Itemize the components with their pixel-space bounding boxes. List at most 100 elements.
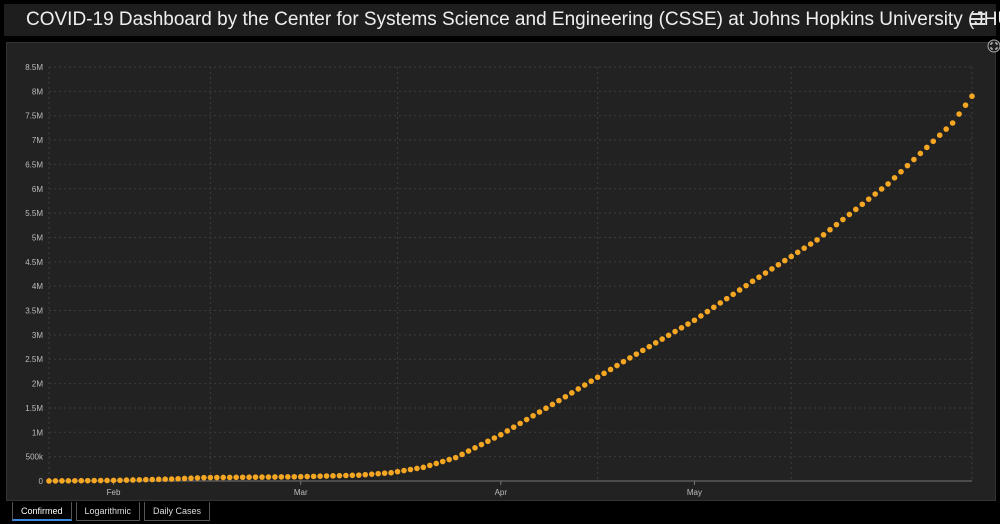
data-point[interactable]	[575, 386, 582, 392]
data-point[interactable]	[627, 355, 633, 361]
data-point[interactable]	[543, 405, 549, 412]
data-point[interactable]	[130, 477, 136, 483]
data-point[interactable]	[285, 474, 291, 480]
data-point[interactable]	[323, 473, 330, 479]
data-point[interactable]	[607, 366, 614, 373]
data-point[interactable]	[78, 477, 85, 484]
data-point[interactable]	[620, 358, 627, 365]
data-point[interactable]	[949, 120, 956, 126]
data-point[interactable]	[691, 317, 698, 324]
data-point[interactable]	[581, 382, 588, 388]
data-point[interactable]	[911, 156, 917, 163]
data-point[interactable]	[588, 378, 594, 384]
data-point[interactable]	[420, 464, 427, 471]
data-point[interactable]	[336, 472, 343, 479]
data-point[interactable]	[885, 181, 891, 187]
data-point[interactable]	[59, 478, 65, 484]
data-point[interactable]	[394, 468, 401, 475]
data-point[interactable]	[110, 477, 117, 484]
data-point[interactable]	[930, 138, 937, 145]
data-point[interactable]	[201, 474, 207, 481]
data-point[interactable]	[349, 472, 356, 479]
data-point[interactable]	[136, 477, 143, 483]
data-point[interactable]	[375, 470, 381, 477]
data-point[interactable]	[207, 474, 214, 481]
data-point[interactable]	[452, 454, 459, 461]
data-point[interactable]	[310, 473, 317, 480]
data-point[interactable]	[368, 471, 375, 477]
data-point[interactable]	[72, 477, 78, 484]
tab-confirmed[interactable]: Confirmed	[12, 502, 72, 521]
data-point[interactable]	[569, 390, 575, 396]
data-point[interactable]	[614, 362, 620, 369]
data-point[interactable]	[762, 270, 769, 276]
data-point[interactable]	[865, 196, 872, 202]
data-point[interactable]	[891, 175, 898, 181]
data-point[interactable]	[782, 257, 788, 264]
data-point[interactable]	[562, 393, 569, 400]
data-point[interactable]	[833, 221, 840, 228]
hamburger-menu-icon[interactable]	[970, 11, 986, 27]
data-point[interactable]	[123, 477, 130, 483]
data-point[interactable]	[730, 291, 736, 298]
data-point[interactable]	[936, 132, 943, 138]
data-point[interactable]	[317, 473, 323, 479]
data-point[interactable]	[149, 476, 156, 483]
data-point[interactable]	[943, 126, 949, 132]
data-point[interactable]	[446, 456, 452, 463]
data-point[interactable]	[226, 474, 233, 481]
data-point[interactable]	[168, 476, 175, 482]
data-point[interactable]	[52, 478, 59, 484]
data-point[interactable]	[556, 397, 562, 404]
data-point[interactable]	[504, 428, 511, 434]
data-point[interactable]	[633, 351, 640, 357]
data-point[interactable]	[246, 474, 252, 481]
data-point[interactable]	[433, 460, 440, 467]
data-point[interactable]	[427, 462, 433, 469]
data-point[interactable]	[278, 474, 285, 480]
data-point[interactable]	[594, 374, 601, 381]
data-point[interactable]	[756, 274, 762, 280]
data-point[interactable]	[162, 476, 168, 483]
data-point[interactable]	[175, 475, 181, 482]
data-point[interactable]	[414, 465, 420, 472]
data-point[interactable]	[814, 237, 820, 243]
data-point[interactable]	[801, 245, 807, 251]
data-point[interactable]	[794, 249, 801, 256]
data-point[interactable]	[439, 458, 446, 465]
data-point[interactable]	[259, 474, 265, 480]
data-point[interactable]	[214, 474, 220, 481]
data-point[interactable]	[356, 472, 362, 478]
data-point[interactable]	[117, 477, 123, 484]
data-point[interactable]	[717, 300, 724, 306]
data-point[interactable]	[65, 478, 72, 484]
data-point[interactable]	[698, 313, 704, 319]
data-point[interactable]	[252, 474, 259, 480]
data-point[interactable]	[194, 475, 201, 481]
data-point[interactable]	[640, 347, 646, 354]
data-point[interactable]	[220, 474, 227, 481]
data-point[interactable]	[343, 472, 349, 479]
data-point[interactable]	[478, 441, 485, 448]
data-point[interactable]	[685, 321, 691, 327]
data-point[interactable]	[853, 206, 859, 213]
data-point[interactable]	[962, 102, 969, 108]
data-point[interactable]	[601, 370, 607, 377]
data-point[interactable]	[485, 438, 491, 445]
data-point[interactable]	[704, 308, 711, 315]
data-point[interactable]	[723, 295, 730, 302]
data-point[interactable]	[530, 412, 536, 419]
data-point[interactable]	[827, 226, 833, 233]
data-point[interactable]	[743, 282, 749, 289]
data-point[interactable]	[872, 191, 878, 197]
expand-icon[interactable]	[987, 39, 1000, 53]
data-point[interactable]	[155, 476, 162, 483]
data-point[interactable]	[304, 473, 310, 480]
data-point[interactable]	[517, 420, 523, 427]
data-point[interactable]	[536, 409, 543, 415]
data-point[interactable]	[239, 474, 246, 481]
data-point[interactable]	[498, 431, 504, 438]
data-point[interactable]	[407, 466, 414, 473]
data-point[interactable]	[659, 336, 665, 342]
data-point[interactable]	[749, 278, 756, 285]
